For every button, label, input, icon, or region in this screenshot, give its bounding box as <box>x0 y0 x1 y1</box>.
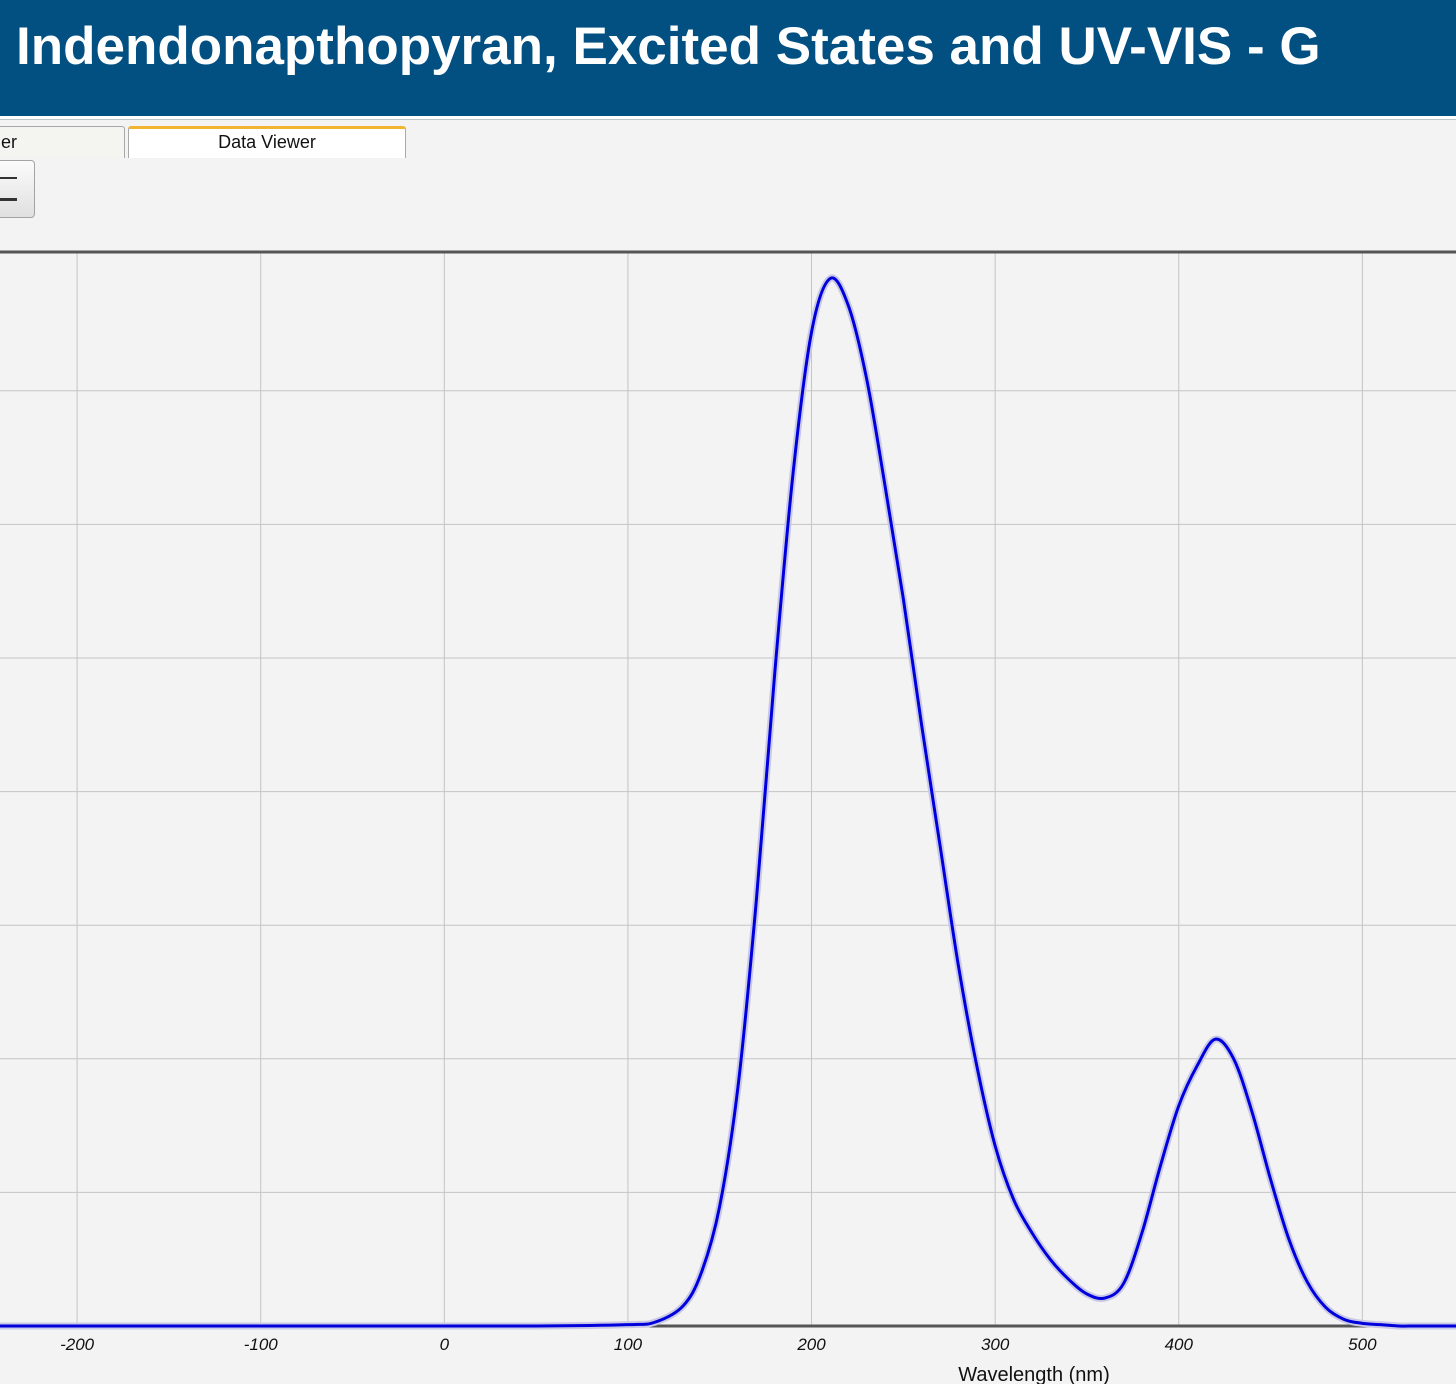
tab-data-viewer[interactable]: Data Viewer <box>128 126 406 158</box>
tab-previous[interactable]: er <box>0 126 125 158</box>
x-axis-label: Wavelength (nm) <box>958 1364 1110 1384</box>
x-tick-label: 300 <box>981 1335 1010 1354</box>
x-tick-label: 100 <box>614 1335 643 1354</box>
spectrum-line <box>0 276 1456 1328</box>
zoom-out-button[interactable] <box>0 160 35 218</box>
x-tick-label: 200 <box>796 1335 826 1354</box>
x-tick-label: 500 <box>1348 1335 1377 1354</box>
spectrum-line-shadow <box>0 274 1456 1330</box>
x-tick-label: 400 <box>1165 1335 1194 1354</box>
header-bar: Indendonapthopyran, Excited States and U… <box>0 0 1456 116</box>
x-tick-label: 0 <box>440 1335 450 1354</box>
page-title: Indendonapthopyran, Excited States and U… <box>16 17 1321 76</box>
header-divider <box>0 116 1456 120</box>
x-tick-label: -200 <box>60 1335 95 1354</box>
x-tick-label: -100 <box>244 1335 279 1354</box>
